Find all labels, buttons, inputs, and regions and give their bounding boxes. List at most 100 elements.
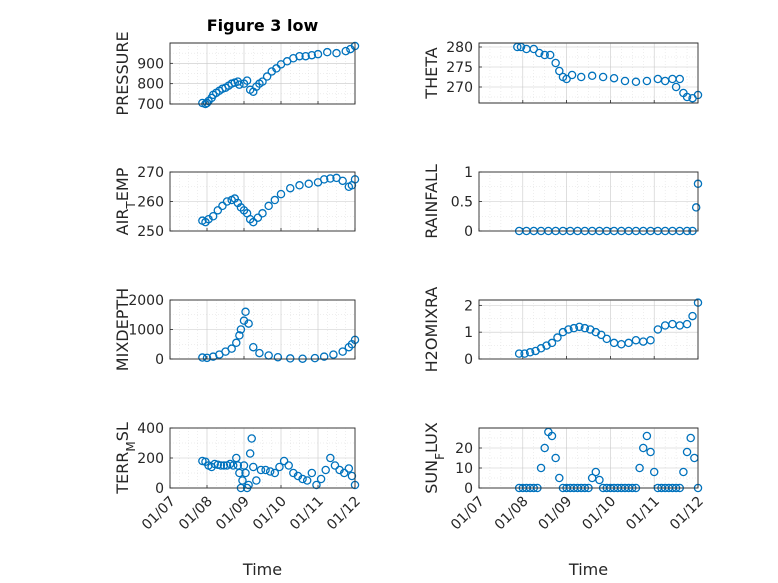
- data-point: [653, 325, 663, 334]
- data-point: [270, 195, 280, 205]
- data-point: [587, 71, 597, 81]
- data-point: [329, 350, 338, 359]
- data-point: [609, 73, 619, 83]
- data-point: [649, 467, 659, 477]
- data-point: [307, 468, 317, 478]
- data-point: [302, 476, 312, 485]
- data-point: [646, 335, 655, 345]
- axes-panel-7: 0 200 400TERRMSL01/0701/0801/0901/1001/110…: [113, 421, 364, 579]
- y-tick-label: 1: [464, 165, 473, 181]
- data-point: [248, 462, 258, 472]
- y-axis-label: SUNFLUX: [422, 422, 447, 494]
- data-point: [247, 434, 256, 443]
- data-point: [620, 76, 630, 86]
- axes-frame: [478, 299, 699, 360]
- y-tick-label: 1000: [128, 323, 164, 339]
- data-point: [213, 206, 223, 215]
- data-point: [624, 338, 633, 348]
- data-point: [646, 447, 655, 457]
- data-point: [313, 49, 323, 59]
- data-point: [232, 338, 241, 348]
- data-point: [576, 72, 586, 82]
- data-point: [540, 443, 549, 453]
- data-point: [273, 352, 283, 362]
- data-point: [218, 201, 227, 211]
- data-point: [285, 354, 295, 363]
- data-point: [284, 461, 293, 470]
- data-point: [228, 461, 238, 470]
- data-point: [307, 50, 317, 60]
- data-point: [219, 461, 229, 470]
- y-tick-label: 700: [137, 97, 164, 113]
- data-point: [253, 213, 263, 222]
- data-point: [326, 453, 335, 463]
- y-tick-label: 20: [455, 441, 473, 457]
- data-point: [316, 474, 326, 484]
- data-point: [679, 467, 688, 477]
- y-tick-label: 2000: [128, 293, 164, 309]
- y-tick-label: 280: [446, 40, 473, 56]
- data-point: [569, 323, 579, 333]
- data-point: [575, 322, 584, 332]
- data-point: [691, 203, 701, 212]
- data-point: [551, 453, 560, 463]
- x-tick-label: 01/10: [579, 494, 619, 534]
- data-point: [295, 51, 304, 61]
- x-tick-label: 01/07: [448, 494, 488, 534]
- y-tick-label: 10: [455, 461, 473, 477]
- data-point: [688, 311, 697, 321]
- data-point: [338, 176, 347, 186]
- data-point: [265, 467, 275, 476]
- axes-frame: [169, 299, 356, 360]
- y-tick-label: 2: [464, 298, 473, 314]
- data-point: [347, 471, 357, 481]
- data-point: [244, 319, 253, 328]
- y-tick-label: 0: [464, 481, 473, 497]
- data-point: [545, 50, 555, 60]
- x-tick-label: 01/11: [287, 494, 327, 534]
- y-axis-label: TERRMSL: [113, 422, 138, 495]
- data-point: [332, 48, 341, 58]
- data-point: [310, 353, 320, 363]
- data-point: [248, 342, 258, 352]
- y-tick-label: 270: [446, 80, 473, 96]
- data-point: [198, 353, 207, 362]
- data-point: [555, 66, 564, 76]
- data-point: [602, 334, 612, 344]
- x-axis-label: Time: [568, 560, 608, 579]
- data-point: [595, 475, 604, 485]
- y-tick-label: 900: [137, 56, 164, 72]
- y-tick-label: 270: [137, 165, 164, 181]
- data-point: [671, 82, 681, 92]
- data-point: [330, 461, 340, 470]
- x-tick-label: 01/12: [667, 494, 707, 534]
- axes-frame: [169, 171, 356, 232]
- data-point: [235, 331, 244, 340]
- data-point: [245, 449, 255, 458]
- data-point: [256, 465, 266, 475]
- y-axis-label: THETA: [422, 47, 441, 99]
- data-point: [553, 333, 562, 342]
- data-point: [338, 347, 347, 356]
- data-point: [262, 72, 272, 81]
- y-tick-label: 0: [155, 481, 164, 497]
- data-point: [555, 473, 564, 483]
- axes-frame: [478, 427, 699, 489]
- y-tick-label: 0: [464, 352, 473, 368]
- data-point: [241, 307, 250, 317]
- data-point: [642, 431, 652, 441]
- data-point: [244, 480, 253, 490]
- axes-panel-4: 0 0.5 1 RAINFALL: [422, 164, 703, 240]
- data-point: [520, 349, 529, 358]
- data-point: [279, 456, 289, 466]
- axes-panel-6: 0 1 2 H2OMIXRA: [422, 287, 703, 373]
- y-axis-label: H2OMIXRA: [422, 287, 441, 373]
- y-tick-label: 275: [446, 60, 473, 76]
- data-point: [631, 77, 641, 87]
- data-point: [344, 464, 354, 473]
- data-point: [216, 461, 226, 470]
- data-point: [236, 325, 246, 334]
- data-point: [339, 468, 349, 478]
- data-point: [275, 462, 284, 472]
